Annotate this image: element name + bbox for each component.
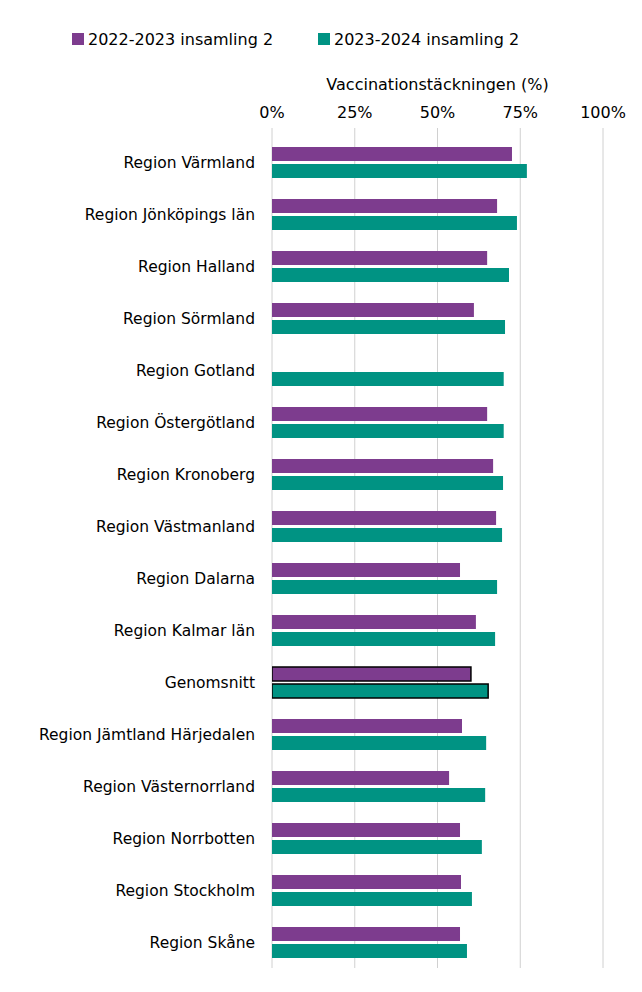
chart-container: 0% 25% 50% 75% 100% Vaccinationstäckningen (%… bbox=[0, 0, 642, 992]
category-label: Region Östergötland bbox=[96, 413, 255, 432]
category-label: Region Jönköpings län bbox=[85, 206, 255, 224]
category-label: Genomsnitt bbox=[165, 674, 255, 692]
bar bbox=[272, 147, 512, 161]
bar bbox=[272, 771, 449, 785]
bar bbox=[272, 563, 460, 577]
category-label: Region Kalmar län bbox=[114, 622, 255, 640]
bar bbox=[272, 164, 527, 178]
x-tick-labels: 0% 25% 50% 75% 100% bbox=[259, 103, 626, 122]
bar bbox=[272, 580, 497, 594]
bar bbox=[272, 875, 461, 889]
category-label: Region Värmland bbox=[123, 154, 255, 172]
x-tick-label: 0% bbox=[259, 103, 284, 122]
category-label: Region Kronoberg bbox=[117, 466, 255, 484]
bar bbox=[272, 944, 467, 958]
bar bbox=[272, 372, 504, 386]
bar bbox=[272, 476, 503, 490]
bar bbox=[272, 788, 485, 802]
chart-svg: 0% 25% 50% 75% 100% Vaccinationstäckningen (%… bbox=[0, 0, 642, 992]
bar bbox=[272, 251, 487, 265]
bar bbox=[272, 303, 474, 317]
x-tick-label: 75% bbox=[502, 103, 538, 122]
legend-label: 2023-2024 insamling 2 bbox=[334, 30, 519, 49]
grid-line bbox=[520, 128, 521, 968]
bar bbox=[272, 632, 495, 646]
category-label: Region Dalarna bbox=[136, 570, 255, 588]
x-tick-label: 50% bbox=[420, 103, 456, 122]
grid bbox=[272, 128, 603, 968]
bar bbox=[272, 459, 493, 473]
category-label: Region Västernorrland bbox=[83, 778, 255, 796]
category-label: Region Västmanland bbox=[96, 518, 255, 536]
bars bbox=[272, 147, 527, 958]
bar bbox=[272, 268, 509, 282]
category-label: Region Sörmland bbox=[123, 310, 255, 328]
x-tick-label: 25% bbox=[337, 103, 373, 122]
bar bbox=[272, 892, 472, 906]
bar bbox=[272, 615, 476, 629]
y-tick-labels: Region Värmland Region Jönköpings län Regi… bbox=[39, 154, 255, 952]
x-tick-label: 100% bbox=[580, 103, 626, 122]
bar bbox=[272, 511, 496, 525]
category-label: Region Norrbotten bbox=[113, 830, 255, 848]
bar bbox=[272, 823, 460, 837]
legend-swatch bbox=[318, 33, 330, 45]
legend-swatch bbox=[72, 33, 84, 45]
legend: 2022-2023 insamling 2 2023-2024 insamling… bbox=[72, 30, 519, 49]
grid-line bbox=[603, 128, 604, 968]
bar bbox=[272, 407, 487, 421]
bar bbox=[272, 927, 460, 941]
bar bbox=[272, 199, 497, 213]
bar bbox=[272, 667, 471, 681]
category-label: Region Gotland bbox=[136, 362, 255, 380]
bar bbox=[272, 424, 504, 438]
category-label: Region Stockholm bbox=[115, 882, 255, 900]
x-axis-line bbox=[272, 128, 603, 129]
bar bbox=[272, 840, 482, 854]
bar bbox=[272, 684, 488, 698]
bar bbox=[272, 216, 517, 230]
bar bbox=[272, 320, 505, 334]
legend-label: 2022-2023 insamling 2 bbox=[88, 30, 273, 49]
category-label: Region Skåne bbox=[150, 934, 255, 952]
category-label: Region Halland bbox=[138, 258, 255, 276]
category-label: Region Jämtland Härjedalen bbox=[39, 726, 255, 744]
bar bbox=[272, 528, 502, 542]
bar bbox=[272, 736, 486, 750]
x-axis-label: Vaccinationstäckningen (%) bbox=[326, 75, 548, 94]
bar bbox=[272, 719, 462, 733]
